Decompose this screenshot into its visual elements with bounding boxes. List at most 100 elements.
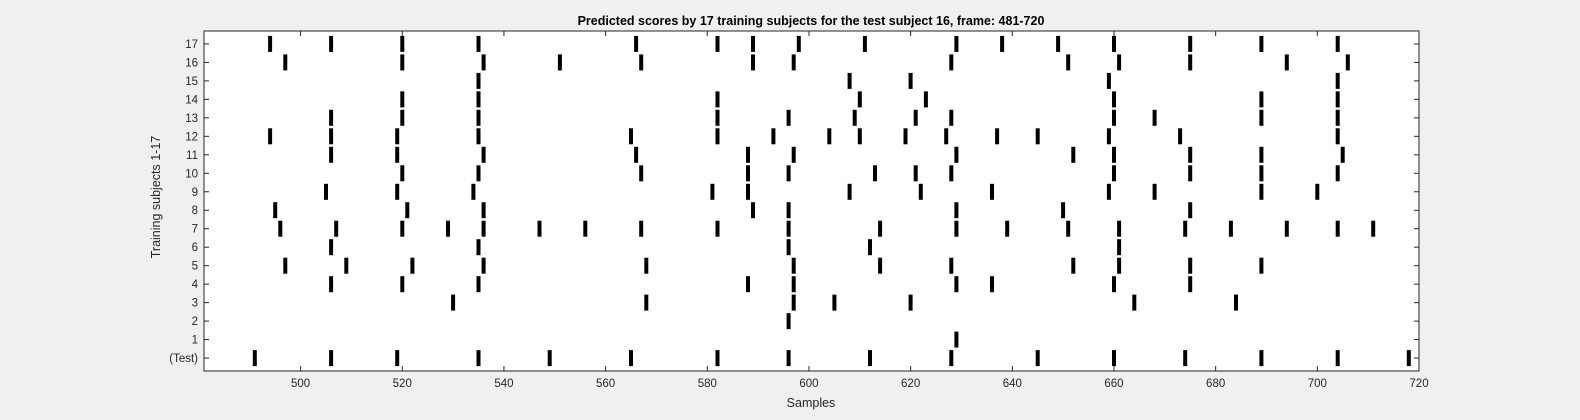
event-mark	[954, 146, 959, 163]
event-mark	[476, 109, 481, 126]
event-mark	[634, 35, 639, 52]
y-axis-label: Training subjects 1-17	[149, 136, 163, 259]
event-mark	[715, 128, 720, 145]
event-mark	[395, 128, 400, 145]
event-mark	[954, 276, 959, 293]
event-mark	[832, 294, 837, 311]
event-mark	[405, 202, 410, 219]
event-mark	[481, 220, 486, 237]
event-mark	[715, 91, 720, 108]
x-tick-label: 580	[698, 378, 717, 390]
event-mark	[995, 128, 1000, 145]
event-mark	[1228, 220, 1233, 237]
event-mark	[1406, 350, 1411, 367]
event-mark	[400, 91, 405, 108]
event-mark	[1259, 183, 1264, 200]
event-mark	[481, 257, 486, 274]
y-tick-label: 13	[185, 113, 198, 125]
event-mark	[446, 220, 450, 237]
event-mark	[329, 35, 334, 52]
event-mark	[273, 202, 278, 219]
event-mark	[1188, 202, 1193, 219]
event-mark	[476, 72, 481, 89]
x-tick-label: 660	[1104, 378, 1123, 390]
event-mark	[476, 350, 481, 367]
event-mark	[903, 128, 908, 145]
event-mark	[537, 220, 542, 237]
event-mark	[1112, 165, 1116, 182]
y-tick-label: 9	[192, 187, 198, 199]
x-axis-label: Samples	[787, 396, 836, 410]
event-mark	[827, 128, 832, 145]
event-mark	[1106, 183, 1111, 200]
event-mark	[746, 276, 750, 293]
event-mark	[481, 202, 486, 219]
event-mark	[1335, 72, 1340, 89]
plot-frame	[203, 30, 1420, 372]
event-mark	[1117, 239, 1122, 256]
event-mark	[949, 54, 954, 71]
event-mark	[710, 183, 715, 200]
event-mark	[1188, 165, 1193, 182]
y-tick-label: 4	[192, 279, 199, 291]
event-mark	[639, 220, 644, 237]
event-mark	[751, 35, 755, 52]
event-mark	[1335, 109, 1340, 126]
y-tick-label: 3	[192, 298, 198, 310]
event-mark	[344, 257, 349, 274]
event-mark	[476, 276, 481, 293]
event-mark	[1112, 350, 1116, 367]
event-mark	[451, 294, 456, 311]
event-mark	[944, 128, 949, 145]
event-mark	[786, 313, 791, 330]
event-mark	[583, 220, 588, 237]
event-mark	[1071, 257, 1076, 274]
x-tick-label: 600	[799, 378, 818, 390]
event-mark	[1315, 183, 1320, 200]
event-mark	[913, 165, 918, 182]
event-mark	[1112, 35, 1116, 52]
y-tick-label: 8	[192, 205, 198, 217]
event-mark	[1188, 35, 1193, 52]
y-tick-label: 2	[192, 316, 198, 328]
event-mark	[476, 239, 481, 256]
event-mark	[954, 35, 959, 52]
event-mark	[1345, 54, 1350, 71]
event-mark	[1284, 54, 1289, 71]
event-mark	[400, 35, 405, 52]
event-mark	[324, 183, 328, 200]
event-mark	[334, 220, 339, 237]
event-mark	[481, 54, 486, 71]
event-mark	[1259, 91, 1264, 108]
event-mark	[847, 183, 852, 200]
event-mark	[771, 128, 776, 145]
event-mark	[847, 72, 852, 89]
event-mark	[252, 350, 257, 367]
x-tick-label: 680	[1206, 378, 1225, 390]
event-mark	[278, 220, 283, 237]
y-tick-label: 1	[192, 335, 198, 347]
event-mark	[990, 276, 994, 293]
event-mark	[1117, 257, 1122, 274]
event-mark	[1035, 350, 1040, 367]
plot-area	[204, 31, 1419, 371]
x-tick-label: 700	[1308, 378, 1327, 390]
event-mark	[1106, 72, 1111, 89]
y-tick-label: 7	[192, 224, 198, 236]
event-mark	[1340, 146, 1345, 163]
y-tick-label: 17	[185, 39, 198, 51]
event-mark	[1117, 220, 1122, 237]
event-mark	[1056, 35, 1061, 52]
event-mark	[476, 128, 481, 145]
event-mark	[746, 165, 750, 182]
event-mark	[1335, 350, 1340, 367]
event-mark	[329, 146, 334, 163]
event-mark	[400, 220, 405, 237]
event-mark	[1188, 276, 1193, 293]
y-tick-label: 15	[185, 76, 198, 88]
event-mark	[629, 350, 633, 367]
y-tick-label: 14	[185, 94, 198, 106]
event-mark	[954, 331, 959, 348]
event-mark	[1066, 220, 1071, 237]
event-mark	[476, 165, 481, 182]
